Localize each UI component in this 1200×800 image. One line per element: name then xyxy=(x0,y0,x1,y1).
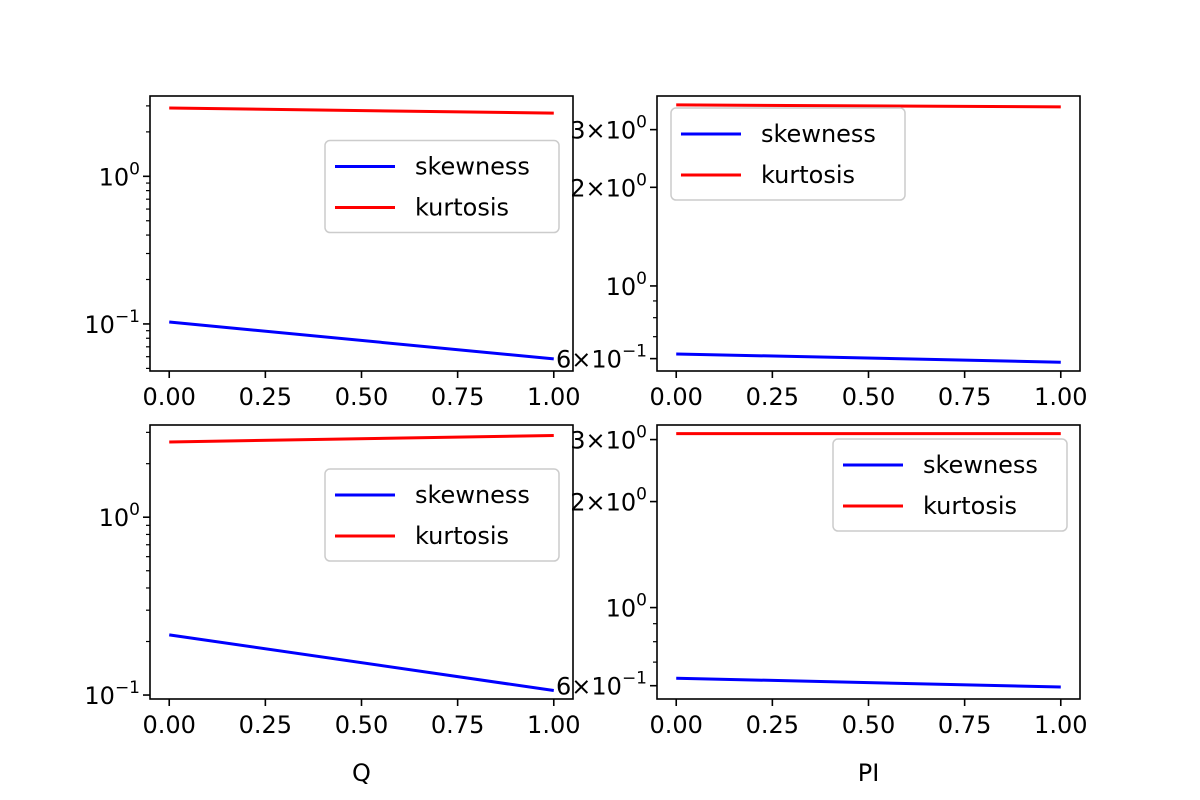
x-tick-label: 0.50 xyxy=(842,383,895,411)
y-tick-label: 100 xyxy=(606,269,647,301)
series-line-skewness xyxy=(676,676,1061,689)
legend: skewness kurtosis xyxy=(670,107,906,201)
x-tick-label: 0.00 xyxy=(650,383,703,411)
x-axis-label: Q xyxy=(352,759,371,787)
y-tick-label: 2×100 xyxy=(570,170,647,202)
legend-box xyxy=(832,438,1068,532)
x-tick-label: 0.00 xyxy=(143,383,196,411)
x-tick-label: 1.00 xyxy=(527,711,580,739)
x-tick-label: 0.25 xyxy=(239,383,292,411)
x-tick-label: 0.25 xyxy=(746,711,799,739)
legend: skewness kurtosis xyxy=(324,139,560,234)
legend: skewness kurtosis xyxy=(324,468,560,562)
x-tick-label: 0.75 xyxy=(938,711,991,739)
legend-label-kurtosis: kurtosis xyxy=(923,492,1017,520)
series-line-skewness xyxy=(169,320,554,361)
legend-box xyxy=(324,139,560,234)
x-tick-label: 1.00 xyxy=(1034,383,1087,411)
y-tick-label: 100 xyxy=(99,159,140,191)
x-axis-label: PI xyxy=(858,759,880,787)
x-tick-label: 0.25 xyxy=(239,711,292,739)
legend-box xyxy=(324,468,560,562)
y-tick-label: 100 xyxy=(99,500,140,532)
y-tick-label: 100 xyxy=(606,591,647,623)
series-line-skewness xyxy=(676,352,1061,364)
x-tick-label: 0.50 xyxy=(335,711,388,739)
legend-label-skewness: skewness xyxy=(761,120,876,148)
x-tick-label: 0.75 xyxy=(938,383,991,411)
x-tick-label: 1.00 xyxy=(1034,711,1087,739)
series-line-kurtosis xyxy=(169,106,554,115)
x-tick-label: 0.75 xyxy=(431,711,484,739)
legend-label-kurtosis: kurtosis xyxy=(415,522,509,550)
subplot-4: 0.00 0.25 0.50 0.75 1.00 6×10−1 100 2×100 3×100 P… xyxy=(556,423,1087,787)
y-tick-label: 3×100 xyxy=(570,423,647,455)
legend-label-kurtosis: kurtosis xyxy=(761,161,855,189)
subplot-2: 0.00 0.25 0.50 0.75 1.00 6×10−1 100 2×100 3×100 s… xyxy=(556,95,1087,411)
x-tick-label: 0.25 xyxy=(746,383,799,411)
legend-label-skewness: skewness xyxy=(415,481,530,509)
subplot-1: 0.00 0.25 0.50 0.75 1.00 10−1 100 skewness kurto… xyxy=(84,95,580,411)
y-tick-label: 3×100 xyxy=(570,113,647,145)
axes-frame xyxy=(149,95,574,372)
y-tick-label: 6×10−1 xyxy=(556,669,647,701)
y-tick-label: 10−1 xyxy=(84,678,140,710)
legend-label-skewness: skewness xyxy=(923,451,1038,479)
series-line-kurtosis xyxy=(169,434,554,444)
series-line-kurtosis xyxy=(676,103,1061,109)
axes-frame xyxy=(149,424,574,700)
x-tick-label: 0.00 xyxy=(650,711,703,739)
y-tick-label: 10−1 xyxy=(84,307,140,339)
legend: skewness kurtosis xyxy=(832,438,1068,532)
x-tick-label: 0.50 xyxy=(335,383,388,411)
series-line-skewness xyxy=(169,633,554,693)
x-tick-label: 0.75 xyxy=(431,383,484,411)
legend-label-kurtosis: kurtosis xyxy=(415,194,509,222)
y-tick-label: 2×100 xyxy=(570,485,647,517)
legend-box xyxy=(670,107,906,201)
x-tick-label: 0.50 xyxy=(842,711,895,739)
x-tick-label: 1.00 xyxy=(527,383,580,411)
x-tick-label: 0.00 xyxy=(143,711,196,739)
legend-label-skewness: skewness xyxy=(415,153,530,181)
y-tick-label: 6×10−1 xyxy=(556,342,647,374)
